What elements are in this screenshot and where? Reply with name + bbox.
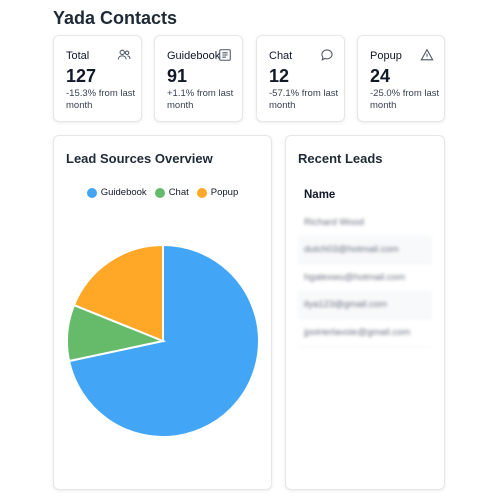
stat-card-popup: Popup 24 -25.0% from last month	[357, 35, 445, 122]
legend-item-guidebook[interactable]: Guidebook	[86, 187, 147, 198]
stat-label: Popup	[370, 50, 402, 62]
stat-label: Chat	[269, 50, 293, 62]
users-icon	[117, 49, 131, 60]
stat-card-guidebook: Guidebook 91 +1.1% from last month	[154, 35, 243, 122]
stat-card-chat: Chat 12 -57.1% from last month	[256, 35, 345, 122]
stat-change: -15.3% from last month	[66, 88, 136, 111]
name-column-header: Name	[304, 189, 336, 201]
stat-change: -57.1% from last month	[269, 88, 339, 111]
stat-label: Guidebook	[167, 50, 221, 62]
book-icon	[219, 49, 231, 61]
legend-item-popup[interactable]: Popup	[196, 187, 239, 198]
chart-legend: Guidebook Chat Popup	[54, 187, 271, 198]
recent-leads-title: Recent Leads	[298, 151, 383, 166]
stat-change: -25.0% from last month	[370, 88, 440, 111]
stat-change: +1.1% from last month	[167, 88, 234, 111]
stat-card-total: Total 127 -15.3% from last month	[53, 35, 142, 122]
legend-label: Guidebook	[100, 187, 147, 198]
legend-swatch	[86, 187, 97, 198]
pie-slice-popup[interactable]	[72, 243, 164, 343]
lead-sources-title: Lead Sources Overview	[66, 151, 213, 166]
lead-sources-panel: Lead Sources Overview Guidebook Chat Pop…	[53, 135, 272, 490]
stat-value: 91	[167, 66, 188, 86]
lead-row[interactable]: jpoirierlavoie@gmail.com	[298, 319, 432, 347]
lead-row[interactable]: ilya123@gmail.com	[298, 291, 432, 319]
legend-swatch	[196, 187, 207, 198]
chat-icon	[321, 49, 333, 61]
recent-leads-panel: Recent Leads Name Richard Wood dutch03@h…	[285, 135, 445, 490]
legend-label: Popup	[210, 187, 239, 198]
legend-item-chat[interactable]: Chat	[154, 187, 189, 198]
page-title: Yada Contacts	[53, 8, 178, 28]
lead-row[interactable]: hgalexwu@hotmail.com	[298, 264, 432, 292]
stat-value: 24	[370, 66, 391, 86]
lead-sources-pie-chart	[66, 243, 260, 438]
stat-value: 127	[66, 66, 97, 86]
legend-label: Chat	[168, 187, 189, 198]
stat-value: 12	[269, 66, 290, 86]
alert-icon	[420, 48, 434, 61]
legend-swatch	[154, 187, 165, 198]
lead-row[interactable]: dutch03@hotmail.com	[298, 236, 432, 264]
leads-list: Richard Wood dutch03@hotmail.com hgalexw…	[298, 209, 432, 347]
stat-label: Total	[66, 50, 90, 62]
lead-row[interactable]: Richard Wood	[298, 209, 432, 237]
